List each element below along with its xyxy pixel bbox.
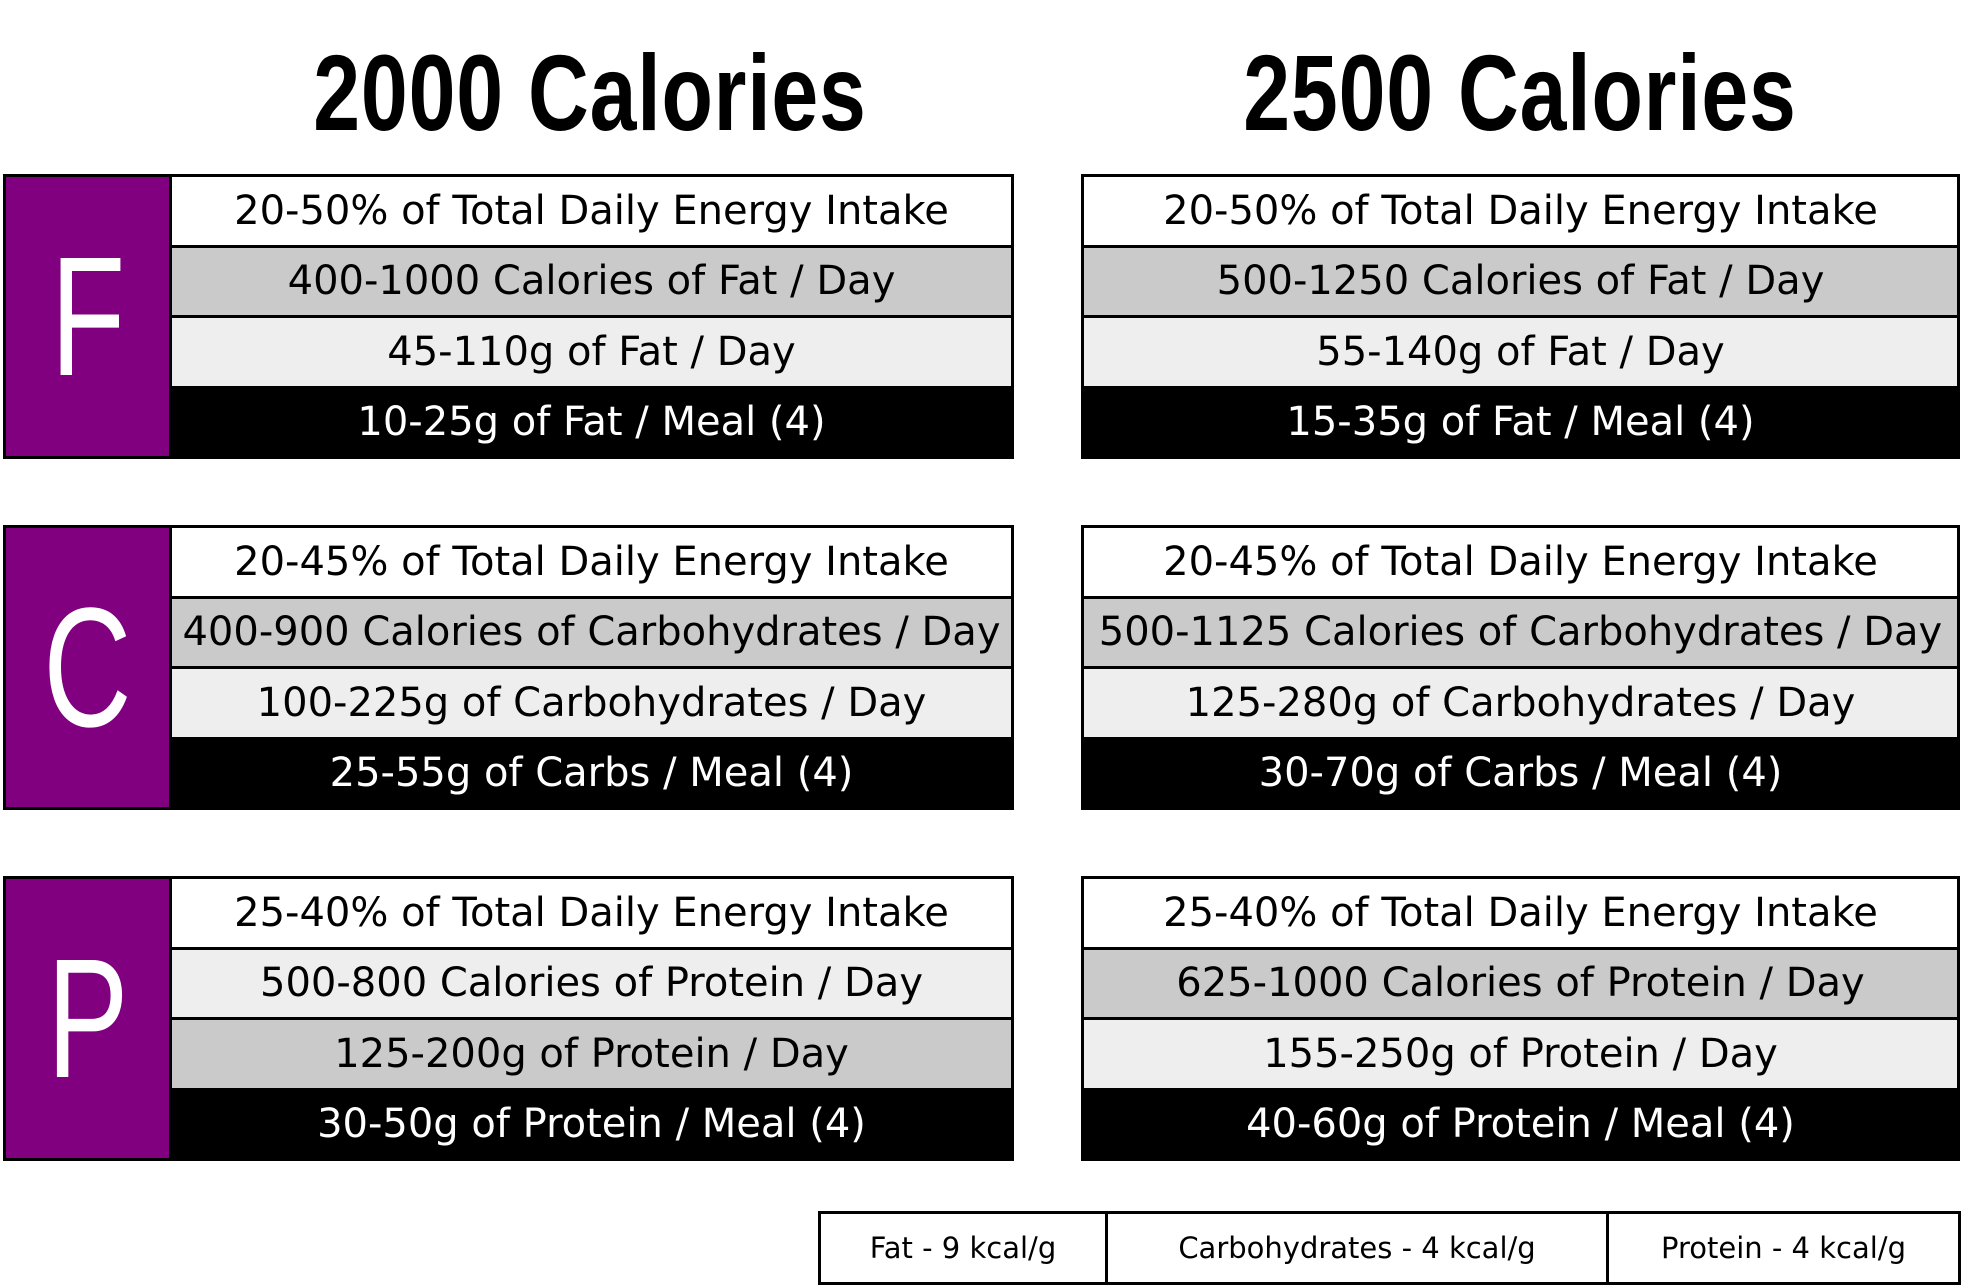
carbs-rows-2500: 20-45% of Total Daily Energy Intake 500-… [1084,528,1957,807]
fat-calories-row: 400-1000 Calories of Fat / Day [172,244,1011,315]
fat-label-tile: F [6,177,172,456]
fat-energy-share-row: 20-50% of Total Daily Energy Intake [1084,177,1957,245]
column-title-2000: 2000 Calories [313,32,867,153]
carbs-table-2000: C 20-45% of Total Daily Energy Intake 40… [3,525,1014,810]
protein-label-tile: P [6,879,172,1158]
carbs-grams-meal-row: 25-55g of Carbs / Meal (4) [172,736,1011,807]
carbs-energy-share-row: 20-45% of Total Daily Energy Intake [172,528,1011,596]
carbs-rows-2000: 20-45% of Total Daily Energy Intake 400-… [172,528,1011,807]
legend-carbohydrates: Carbohydrates - 4 kcal/g [1105,1214,1606,1282]
carbs-grams-day-row: 100-225g of Carbohydrates / Day [172,666,1011,737]
fat-grams-day-row: 45-110g of Fat / Day [172,315,1011,386]
fat-energy-share-row: 20-50% of Total Daily Energy Intake [172,177,1011,245]
protein-grams-day-row: 155-250g of Protein / Day [1084,1017,1957,1088]
fat-grams-day-row: 55-140g of Fat / Day [1084,315,1957,386]
protein-calories-row: 625-1000 Calories of Protein / Day [1084,946,1957,1017]
column-title-2500: 2500 Calories [1243,32,1797,153]
legend-fat: Fat - 9 kcal/g [869,1231,1057,1265]
protein-grams-day-row: 125-200g of Protein / Day [172,1017,1011,1088]
carbs-letter: C [43,572,132,763]
carbs-calories-row: 500-1125 Calories of Carbohydrates / Day [1084,595,1957,666]
fat-rows-2500: 20-50% of Total Daily Energy Intake 500-… [1084,177,1957,456]
protein-rows-2500: 25-40% of Total Daily Energy Intake 625-… [1084,879,1957,1158]
carbs-label-tile: C [6,528,172,807]
protein-grams-meal-row: 40-60g of Protein / Meal (4) [1084,1087,1957,1158]
protein-letter: P [46,923,129,1114]
carbs-grams-meal-row: 30-70g of Carbs / Meal (4) [1084,736,1957,807]
fat-rows-2000: 20-50% of Total Daily Energy Intake 400-… [172,177,1011,456]
fat-grams-meal-row: 10-25g of Fat / Meal (4) [172,385,1011,456]
carbs-grams-day-row: 125-280g of Carbohydrates / Day [1084,666,1957,737]
fat-letter: F [50,221,125,412]
legend-protein: Protein - 4 kcal/g [1606,1214,1958,1282]
protein-table-2000: P 25-40% of Total Daily Energy Intake 50… [3,876,1014,1161]
protein-energy-share-row: 25-40% of Total Daily Energy Intake [172,879,1011,947]
fat-table-2000: F 20-50% of Total Daily Energy Intake 40… [3,174,1014,459]
fat-grams-meal-row: 15-35g of Fat / Meal (4) [1084,385,1957,456]
protein-grams-meal-row: 30-50g of Protein / Meal (4) [172,1087,1011,1158]
protein-calories-row: 500-800 Calories of Protein / Day [172,946,1011,1017]
protein-rows-2000: 25-40% of Total Daily Energy Intake 500-… [172,879,1011,1158]
kcal-per-gram-legend: Fat - 9 kcal/g Carbohydrates - 4 kcal/g … [818,1211,1961,1285]
protein-table-2500: 25-40% of Total Daily Energy Intake 625-… [1081,876,1960,1161]
protein-energy-share-row: 25-40% of Total Daily Energy Intake [1084,879,1957,947]
fat-table-2500: 20-50% of Total Daily Energy Intake 500-… [1081,174,1960,459]
carbs-energy-share-row: 20-45% of Total Daily Energy Intake [1084,528,1957,596]
fat-calories-row: 500-1250 Calories of Fat / Day [1084,244,1957,315]
carbs-table-2500: 20-45% of Total Daily Energy Intake 500-… [1081,525,1960,810]
carbs-calories-row: 400-900 Calories of Carbohydrates / Day [172,595,1011,666]
